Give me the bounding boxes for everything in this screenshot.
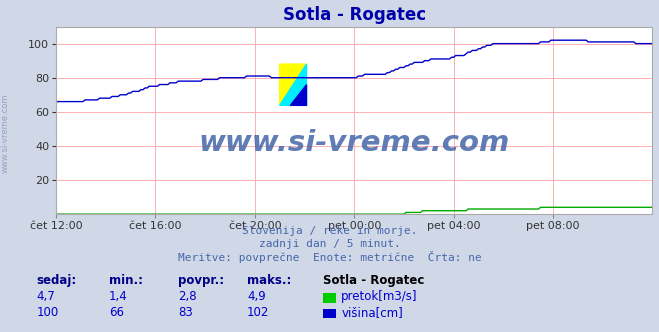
Text: 1,4: 1,4 bbox=[109, 290, 127, 303]
Text: Meritve: povprečne  Enote: metrične  Črta: ne: Meritve: povprečne Enote: metrične Črta:… bbox=[178, 251, 481, 263]
Text: sedaj:: sedaj: bbox=[36, 274, 76, 287]
Text: www.si-vreme.com: www.si-vreme.com bbox=[1, 93, 10, 173]
Text: Sotla - Rogatec: Sotla - Rogatec bbox=[323, 274, 424, 287]
Text: pretok[m3/s]: pretok[m3/s] bbox=[341, 290, 418, 303]
Text: višina[cm]: višina[cm] bbox=[341, 306, 403, 319]
Text: 102: 102 bbox=[247, 306, 270, 319]
Polygon shape bbox=[291, 85, 306, 105]
Title: Sotla - Rogatec: Sotla - Rogatec bbox=[283, 6, 426, 24]
Text: min.:: min.: bbox=[109, 274, 143, 287]
Text: www.si-vreme.com: www.si-vreme.com bbox=[198, 129, 510, 157]
Text: 4,7: 4,7 bbox=[36, 290, 55, 303]
Text: 66: 66 bbox=[109, 306, 124, 319]
Text: 2,8: 2,8 bbox=[178, 290, 196, 303]
Polygon shape bbox=[279, 64, 306, 105]
Text: 100: 100 bbox=[36, 306, 59, 319]
Text: zadnji dan / 5 minut.: zadnji dan / 5 minut. bbox=[258, 239, 401, 249]
Text: maks.:: maks.: bbox=[247, 274, 291, 287]
Text: Slovenija / reke in morje.: Slovenija / reke in morje. bbox=[242, 226, 417, 236]
Text: povpr.:: povpr.: bbox=[178, 274, 224, 287]
Text: 4,9: 4,9 bbox=[247, 290, 266, 303]
Text: 83: 83 bbox=[178, 306, 192, 319]
Polygon shape bbox=[279, 64, 306, 105]
